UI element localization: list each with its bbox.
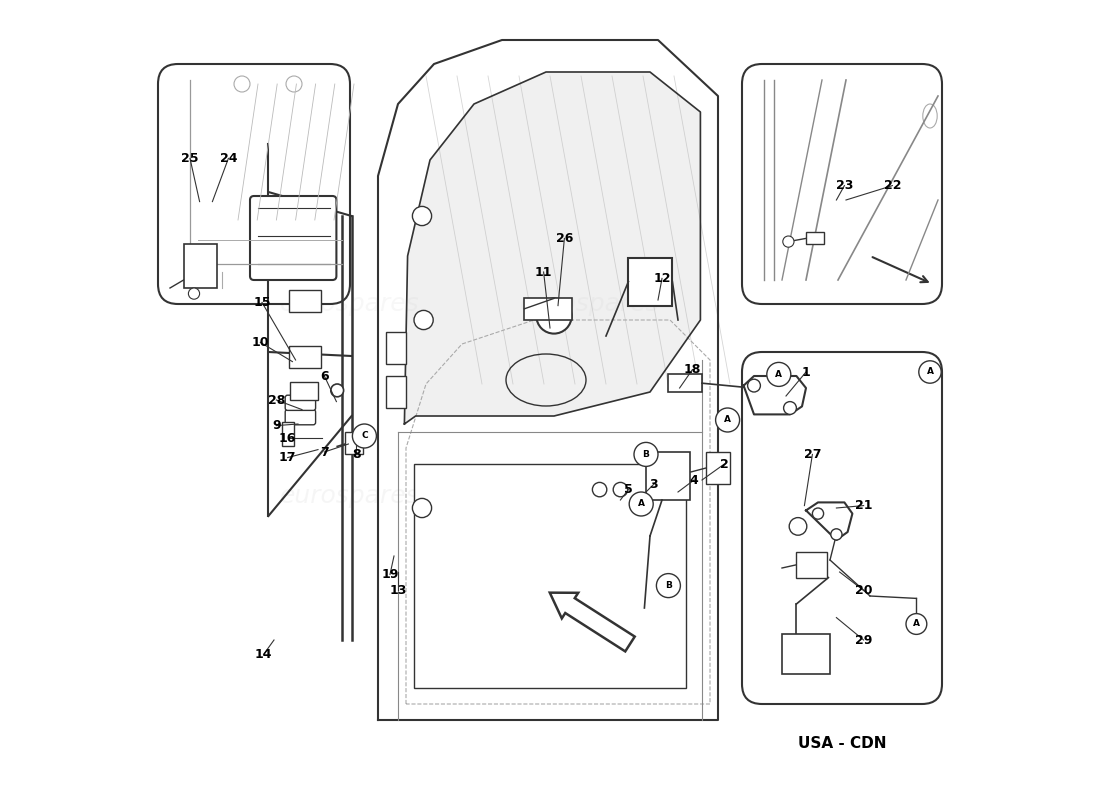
Circle shape: [748, 379, 760, 392]
Polygon shape: [806, 502, 852, 540]
Text: 4: 4: [690, 474, 698, 486]
Text: 2: 2: [720, 458, 729, 470]
Text: eurospares: eurospares: [520, 484, 660, 508]
Circle shape: [593, 482, 607, 497]
Text: 16: 16: [279, 432, 296, 445]
FancyBboxPatch shape: [742, 64, 942, 304]
Text: 8: 8: [352, 448, 361, 461]
Circle shape: [783, 402, 796, 414]
Text: A: A: [913, 619, 920, 629]
Text: A: A: [776, 370, 782, 379]
Bar: [184, 244, 217, 288]
Circle shape: [813, 508, 824, 519]
Bar: [386, 376, 406, 408]
Circle shape: [414, 310, 433, 330]
Text: 1: 1: [802, 366, 811, 378]
Circle shape: [412, 206, 431, 226]
Text: 20: 20: [855, 584, 872, 597]
FancyBboxPatch shape: [742, 352, 942, 704]
Bar: [706, 452, 730, 484]
FancyBboxPatch shape: [250, 196, 337, 280]
Text: 18: 18: [684, 363, 701, 376]
Text: 26: 26: [556, 232, 573, 245]
Text: C: C: [361, 431, 367, 441]
Circle shape: [767, 362, 791, 386]
Text: 14: 14: [255, 648, 273, 661]
Circle shape: [352, 424, 376, 448]
Circle shape: [234, 76, 250, 92]
Circle shape: [918, 361, 942, 383]
Text: A: A: [926, 367, 934, 377]
Polygon shape: [405, 72, 701, 424]
Text: 11: 11: [535, 266, 552, 278]
Circle shape: [783, 236, 794, 247]
Text: 10: 10: [252, 336, 270, 349]
Circle shape: [629, 492, 653, 516]
Bar: [289, 290, 321, 312]
Text: 7: 7: [320, 446, 329, 458]
Bar: [414, 464, 686, 688]
Bar: [796, 552, 827, 578]
Circle shape: [613, 482, 628, 497]
FancyArrow shape: [550, 593, 635, 651]
Bar: [282, 422, 294, 446]
Text: 24: 24: [220, 152, 238, 165]
Text: USA - CDN: USA - CDN: [798, 737, 887, 751]
Text: 9: 9: [272, 419, 280, 432]
Text: eurospares: eurospares: [280, 484, 420, 508]
Bar: [806, 232, 824, 244]
Circle shape: [657, 574, 681, 598]
Text: 23: 23: [836, 179, 854, 192]
Text: 22: 22: [883, 179, 901, 192]
Circle shape: [331, 384, 343, 397]
Text: eurospares: eurospares: [280, 292, 420, 316]
Text: 6: 6: [320, 370, 329, 382]
Bar: [386, 332, 406, 364]
Circle shape: [716, 408, 739, 432]
Circle shape: [906, 614, 927, 634]
Bar: [525, 298, 572, 320]
FancyBboxPatch shape: [285, 410, 316, 425]
Bar: [782, 634, 830, 674]
Text: 21: 21: [855, 499, 872, 512]
Text: 28: 28: [267, 394, 285, 406]
Text: 19: 19: [382, 568, 398, 581]
Text: A: A: [638, 499, 645, 509]
Text: 29: 29: [855, 634, 872, 646]
Text: 27: 27: [804, 448, 821, 461]
Bar: [290, 382, 318, 400]
Text: 13: 13: [389, 584, 407, 597]
Polygon shape: [378, 40, 718, 720]
Text: 17: 17: [279, 451, 296, 464]
Text: 12: 12: [653, 272, 671, 285]
FancyBboxPatch shape: [158, 64, 350, 304]
Text: 25: 25: [182, 152, 199, 165]
FancyBboxPatch shape: [285, 395, 316, 410]
Bar: [345, 432, 363, 454]
Circle shape: [412, 498, 431, 518]
Circle shape: [789, 518, 806, 535]
Bar: [628, 258, 672, 306]
Circle shape: [537, 298, 572, 334]
Text: A: A: [724, 415, 732, 425]
Text: B: B: [642, 450, 649, 459]
Text: B: B: [666, 581, 672, 590]
Circle shape: [830, 529, 842, 540]
Circle shape: [634, 442, 658, 466]
Bar: [646, 452, 690, 500]
Text: 5: 5: [624, 483, 632, 496]
Text: 3: 3: [650, 478, 658, 490]
Polygon shape: [744, 376, 806, 414]
Text: eurospares: eurospares: [520, 292, 660, 316]
Text: 15: 15: [253, 296, 271, 309]
Circle shape: [188, 288, 199, 299]
Bar: [289, 346, 321, 368]
Circle shape: [286, 76, 302, 92]
Bar: [669, 374, 702, 392]
